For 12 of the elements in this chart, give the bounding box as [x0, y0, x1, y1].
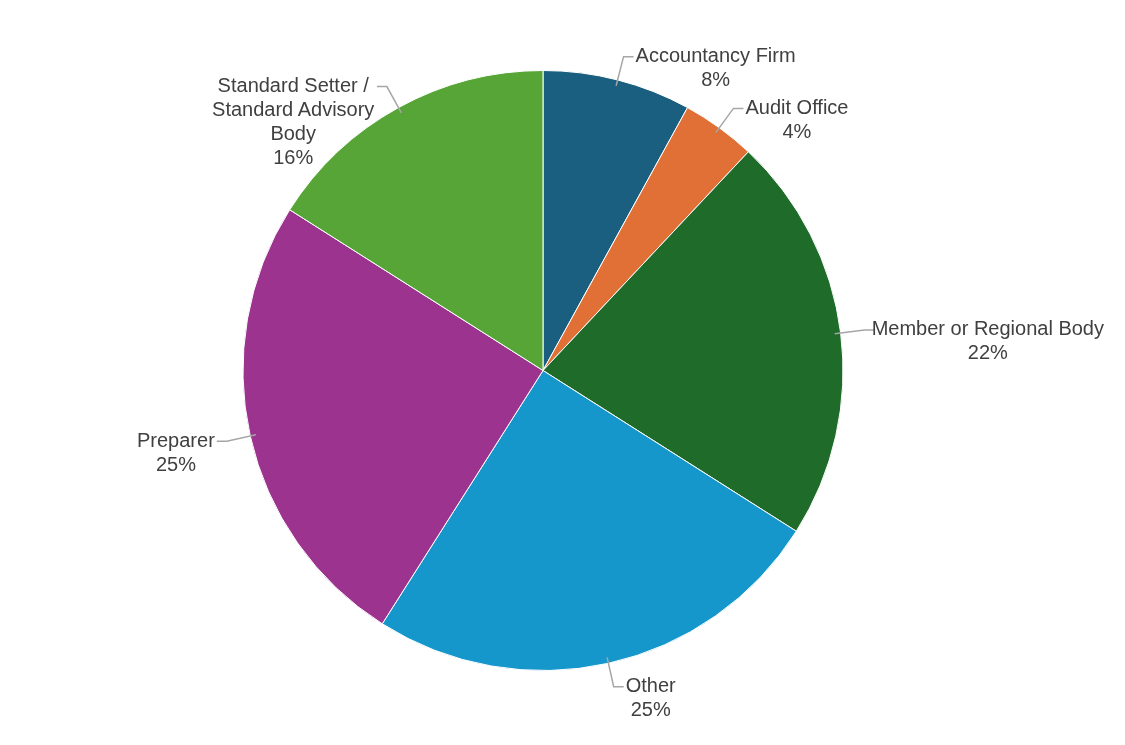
data-label: 25%	[630, 698, 671, 721]
slice-label: Standard Setter / Standard Advisory Body	[212, 74, 375, 145]
data-label: 22%	[967, 341, 1009, 364]
slice-label: Preparer	[136, 428, 216, 451]
data-label: 25%	[155, 452, 197, 475]
slice-label: Member or Regional Body	[871, 317, 1104, 340]
slice-label: Accountancy Firm	[635, 44, 796, 67]
slice-label: Other	[625, 674, 677, 697]
data-label: 8%	[701, 68, 731, 91]
data-label: 16%	[273, 146, 314, 169]
data-label: 4%	[782, 119, 812, 142]
slice-label: Audit Office	[745, 95, 849, 118]
